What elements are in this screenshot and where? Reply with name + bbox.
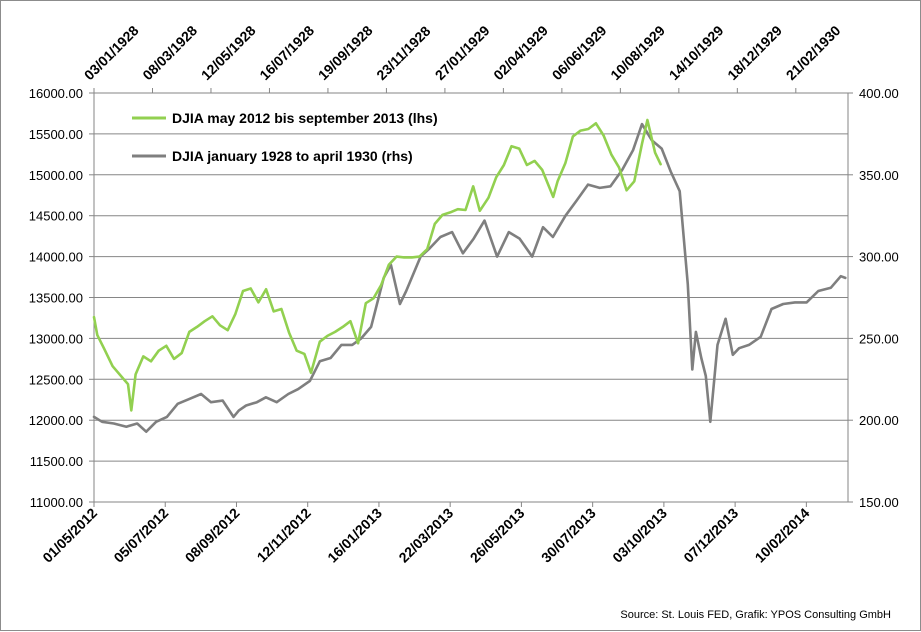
legend-label-1928: DJIA january 1928 to april 1930 (rhs): [172, 148, 413, 164]
right-tick-label: 200.00: [859, 413, 899, 428]
bottom-tick-label: 26/05/2013: [467, 505, 528, 566]
right-tick-label: 150.00: [859, 495, 899, 510]
top-tick-label: 12/05/1928: [198, 22, 259, 83]
left-tick-label: 16000.00: [29, 86, 83, 101]
series-line-djia-2012-2013: [92, 118, 662, 412]
bottom-tick-label: 03/10/2013: [609, 505, 670, 566]
top-tick-label: 14/10/1929: [666, 22, 727, 83]
top-tick-label: 23/11/1928: [373, 23, 433, 83]
series-line-djia-1928-1930: [92, 122, 847, 434]
top-tick-label: 03/01/1928: [81, 22, 142, 83]
right-tick-label: 300.00: [859, 250, 899, 265]
bottom-tick-label: 07/12/2013: [680, 505, 741, 566]
source-note: Source: St. Louis FED, Grafik: YPOS Cons…: [620, 609, 891, 621]
left-tick-label: 12000.00: [29, 413, 83, 428]
bottom-tick-label: 30/07/2013: [538, 505, 599, 566]
top-tick-label: 19/09/1928: [315, 22, 376, 83]
left-tick-label: 13000.00: [29, 331, 83, 346]
top-tick-label: 08/03/1928: [139, 22, 200, 83]
gridlines: [94, 92, 848, 462]
left-tick-label: 14000.00: [29, 250, 83, 265]
series-lines: [92, 118, 847, 434]
bottom-tick-label: 08/09/2012: [182, 505, 243, 566]
right-axis-ticks: 150.00 200.00 250.00 300.00 350.00 400.00: [848, 86, 899, 510]
left-tick-label: 15000.00: [29, 168, 83, 183]
right-tick-label: 400.00: [859, 86, 899, 101]
top-tick-label: 02/04/1929: [490, 22, 551, 83]
left-axis-ticks: 11000.00 11500.00 12000.00 12500.00 13000.00…: [29, 86, 94, 510]
top-tick-label: 16/07/1928: [256, 22, 317, 83]
bottom-tick-label: 05/07/2012: [110, 505, 171, 566]
bottom-tick-label: 16/01/2013: [324, 505, 385, 566]
left-tick-label: 11000.00: [30, 495, 83, 510]
top-tick-label: 27/01/1929: [432, 22, 493, 83]
legend: DJIA may 2012 bis september 2013 (lhs) D…: [132, 110, 438, 164]
bottom-tick-label: 10/02/2014: [752, 505, 813, 566]
top-tick-label: 06/06/1929: [549, 22, 610, 83]
bottom-tick-label: 12/11/2012: [254, 505, 314, 565]
left-tick-label: 11500.00: [30, 454, 83, 469]
left-tick-label: 13500.00: [29, 291, 83, 306]
top-axis-ticks: 03/01/192808/03/192812/05/192816/07/1928…: [81, 22, 844, 93]
bottom-tick-label: 22/03/2013: [395, 505, 456, 566]
top-tick-label: 18/12/1929: [724, 22, 785, 83]
right-tick-label: 250.00: [859, 331, 899, 346]
left-tick-label: 14500.00: [29, 209, 83, 224]
top-tick-label: 10/08/1929: [607, 22, 668, 83]
bottom-axis-ticks: 01/05/2012 05/07/2012 08/09/2012 12/11/2012…: [39, 502, 813, 566]
left-tick-label: 12500.00: [29, 372, 83, 387]
top-tick-label: 21/02/1930: [783, 22, 844, 83]
legend-label-2012: DJIA may 2012 bis september 2013 (lhs): [172, 110, 438, 126]
left-tick-label: 15500.00: [29, 127, 83, 142]
right-tick-label: 350.00: [859, 168, 899, 183]
bottom-tick-label: 01/05/2012: [39, 505, 100, 566]
